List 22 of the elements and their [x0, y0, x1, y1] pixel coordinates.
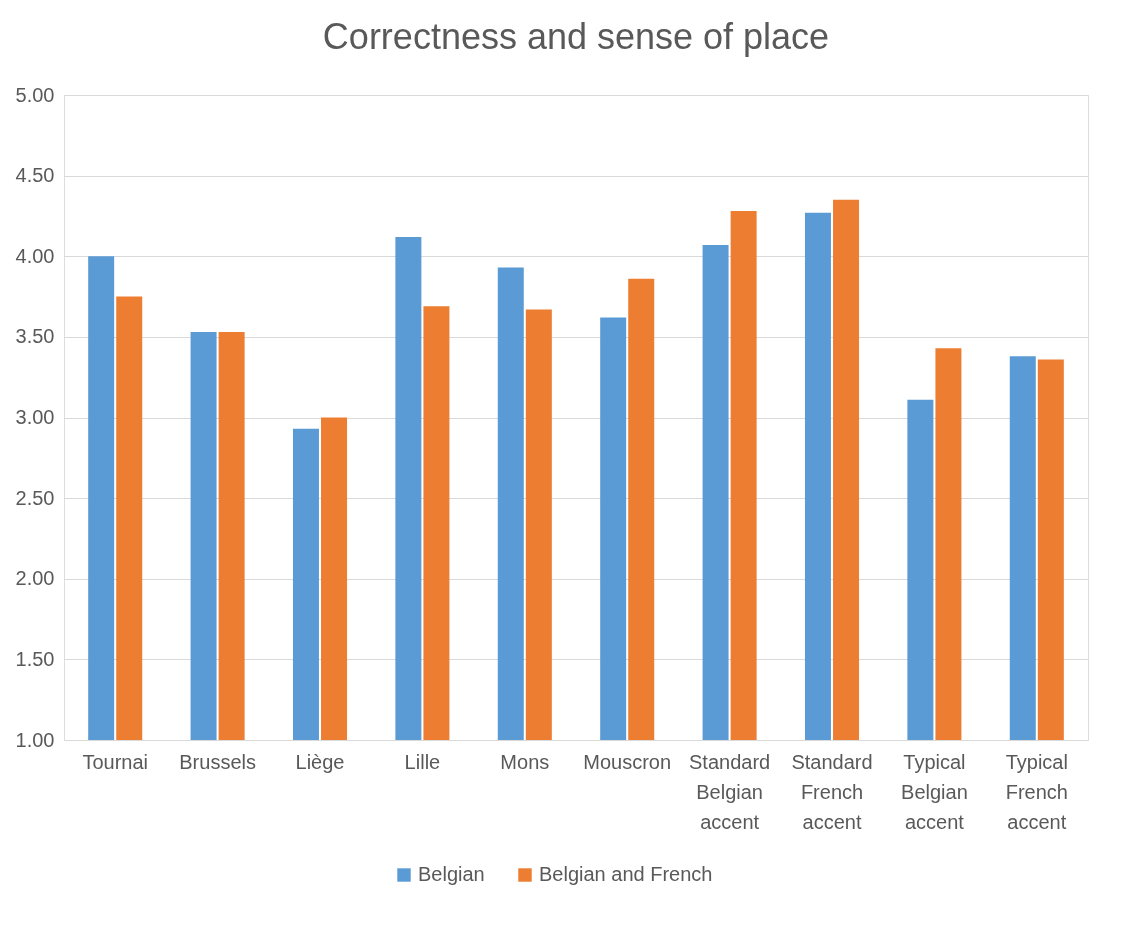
x-tick-label: Liège	[295, 750, 345, 773]
y-tick-label: 2.00	[15, 567, 55, 590]
x-tick-label: Lille	[404, 750, 441, 773]
chart-title: Correctness and sense of place	[322, 16, 830, 57]
x-tick-label: Typical Belgian accent	[901, 750, 968, 833]
x-tick-label: Brussels	[179, 750, 256, 773]
x-tick-label: Standard Belgian accent	[689, 750, 771, 833]
y-tick-label: 4.00	[15, 244, 55, 267]
legend-label: Belgian and French	[539, 863, 713, 885]
y-tick-label: 1.50	[15, 647, 55, 670]
y-tick-label: 4.50	[15, 164, 55, 187]
x-tick-label: Typical French accent	[1005, 750, 1068, 833]
y-tick-label: 5.00	[15, 83, 55, 106]
y-tick-label: 3.50	[15, 325, 55, 348]
x-tick-label: Tournai	[82, 750, 148, 773]
x-tick-label: Mouscron	[583, 750, 672, 773]
y-tick-label: 3.00	[15, 406, 55, 428]
y-tick-label: 1.00	[15, 728, 55, 751]
x-tick-label: Standard French accent	[791, 750, 873, 833]
y-tick-label: 2.50	[15, 486, 55, 509]
x-tick-label: Mons	[500, 750, 550, 773]
legend-label: Belgian	[418, 863, 485, 885]
